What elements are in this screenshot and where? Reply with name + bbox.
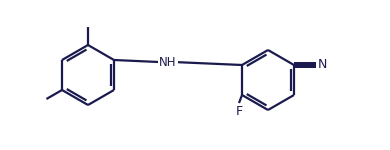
Text: NH: NH bbox=[159, 56, 177, 69]
Text: N: N bbox=[317, 58, 327, 72]
Text: F: F bbox=[236, 105, 243, 118]
